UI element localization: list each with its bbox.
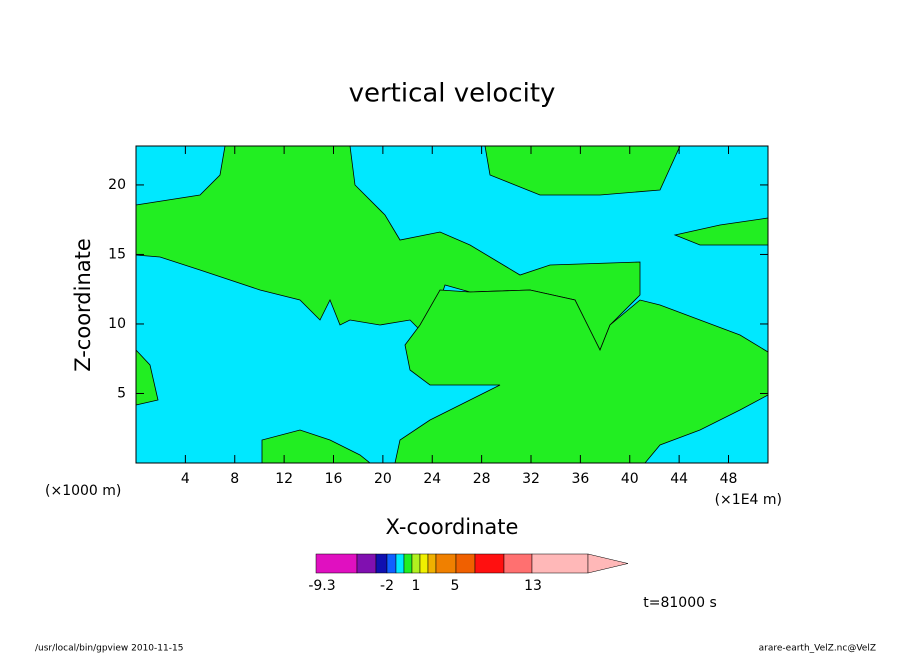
contour-region: [394, 289, 769, 464]
colorbar-swatch: [455, 553, 476, 574]
x-tick-label: 36: [571, 471, 589, 487]
x-axis-title: X-coordinate: [386, 515, 519, 539]
x-tick-label: 32: [522, 471, 540, 487]
x-tick-label: 20: [374, 471, 392, 487]
y-tick-label: 15: [108, 246, 126, 262]
x-unit-label: (×1E4 m): [715, 492, 782, 508]
y-tick-label: 5: [117, 385, 126, 401]
plot-frame: [135, 145, 769, 464]
x-tick-label: 48: [720, 471, 738, 487]
colorbar-label: -9.3: [308, 578, 335, 594]
x-tick-label: 44: [670, 471, 688, 487]
colorbar-extension: [587, 553, 629, 574]
colorbar-swatch: [375, 553, 388, 574]
colorbar-label: -2: [380, 578, 394, 594]
colorbar-label: 5: [451, 578, 460, 594]
footer: arare-earth_VelZ.nc@VelZ: [759, 644, 876, 654]
colorbar-label: 13: [524, 578, 542, 594]
x-tick-label: 24: [423, 471, 441, 487]
colorbar-swatch: [474, 553, 505, 574]
colorbar-swatch: [315, 553, 358, 574]
colorbar-swatch: [419, 553, 429, 574]
x-tick-label: 40: [621, 471, 639, 487]
y-tick-label: 20: [108, 177, 126, 193]
y-axis-title: Z-coordinate: [71, 238, 95, 372]
x-unit-label: (×1000 m): [45, 483, 121, 499]
chart-title: vertical velocity: [349, 79, 556, 109]
colorbar-swatch: [403, 553, 413, 574]
colorbar-swatch: [395, 553, 405, 574]
colorbar-swatch: [411, 553, 421, 574]
colorbar-swatch: [435, 553, 457, 574]
colorbar-swatch: [503, 553, 533, 574]
y-tick-label: 10: [108, 316, 126, 332]
colorbar-swatch: [531, 553, 589, 574]
x-tick-label: 16: [325, 471, 343, 487]
contour-field: [135, 145, 769, 464]
time-label: t=81000 s: [643, 595, 717, 611]
colorbar-label: 1: [412, 578, 421, 594]
x-tick-label: 4: [181, 471, 190, 487]
footer: /usr/local/bin/gpview 2010-11-15: [35, 644, 183, 654]
x-tick-label: 12: [275, 471, 293, 487]
colorbar-swatch: [427, 553, 437, 574]
colorbar-swatch: [386, 553, 397, 574]
colorbar-swatch: [356, 553, 377, 574]
x-tick-label: 28: [473, 471, 491, 487]
x-tick-label: 8: [230, 471, 239, 487]
